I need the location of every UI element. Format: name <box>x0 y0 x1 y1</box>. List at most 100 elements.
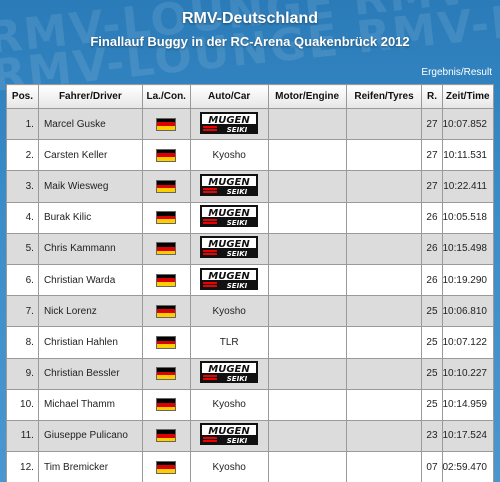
row-driver: Giuseppe Pulicano <box>37 419 143 453</box>
row-car: MUGEN SEIKI <box>189 419 269 453</box>
row-engine <box>267 419 347 453</box>
col-country: La./Con. <box>141 84 191 109</box>
page-header: RMV-Deutschland Finallauf Buggy in der R… <box>0 0 500 49</box>
row-pos: 11. <box>6 419 39 453</box>
row-time: 10:10.227 <box>441 357 494 390</box>
row-laps: 27 <box>421 139 443 172</box>
svg-text:SEIKI: SEIKI <box>227 282 248 290</box>
mugen-seiki-logo: MUGEN SEIKI <box>200 173 259 199</box>
germany-flag-icon <box>156 429 177 443</box>
row-car: Kyosho <box>189 388 269 421</box>
row-country <box>141 295 191 328</box>
row-driver: Tim Bremicker <box>37 451 143 482</box>
svg-text:SEIKI: SEIKI <box>227 375 248 383</box>
row-time: 10:11.531 <box>441 139 494 172</box>
col-car: Auto/Car <box>189 84 269 109</box>
row-engine <box>267 326 347 359</box>
row-laps: 23 <box>421 419 443 453</box>
row-engine <box>267 139 347 172</box>
col-driver: Fahrer/Driver <box>37 84 143 109</box>
col-laps: R. <box>421 84 443 109</box>
row-country <box>141 170 191 203</box>
row-tyres <box>345 326 423 359</box>
row-tyres <box>345 139 423 172</box>
row-engine <box>267 295 347 328</box>
row-driver: Maik Wiesweg <box>37 170 143 203</box>
table-row: 6. Christian Warda MUGEN SEIKI 26 10:19.290 <box>6 263 494 297</box>
germany-flag-icon <box>156 304 177 318</box>
row-car: Kyosho <box>189 295 269 328</box>
row-country <box>141 263 191 297</box>
mugen-seiki-logo: MUGEN SEIKI <box>200 423 259 448</box>
table-row: 1. Marcel Guske MUGEN SEIKI 27 10:07.852 <box>6 107 494 141</box>
germany-flag-icon <box>156 148 177 162</box>
row-laps: 25 <box>421 357 443 390</box>
row-pos: 9. <box>6 357 39 390</box>
row-country <box>141 388 191 421</box>
row-tyres <box>345 107 423 141</box>
row-pos: 5. <box>6 232 39 265</box>
svg-text:MUGEN: MUGEN <box>208 115 250 126</box>
row-driver: Chris Kammann <box>37 232 143 265</box>
row-engine <box>267 232 347 265</box>
table-row: 2. Carsten Keller Kyosho 27 10:11.531 <box>6 139 494 172</box>
svg-text:MUGEN: MUGEN <box>208 177 250 188</box>
table-row: 8. Christian Hahlen TLR 25 10:07.122 <box>6 326 494 359</box>
results-table: Pos. Fahrer/Driver La./Con. Auto/Car Mot… <box>6 84 494 482</box>
table-row: 7. Nick Lorenz Kyosho 25 10:06.810 <box>6 295 494 328</box>
row-pos: 8. <box>6 326 39 359</box>
row-laps: 26 <box>421 263 443 297</box>
row-tyres <box>345 388 423 421</box>
row-tyres <box>345 263 423 297</box>
row-laps: 26 <box>421 232 443 265</box>
germany-flag-icon <box>156 211 177 225</box>
row-engine <box>267 357 347 390</box>
row-pos: 6. <box>6 263 39 297</box>
germany-flag-icon <box>156 335 177 349</box>
table-row: 3. Maik Wiesweg MUGEN SEIKI 27 10:22.411 <box>6 170 494 203</box>
svg-text:MUGEN: MUGEN <box>208 239 250 250</box>
table-row: 5. Chris Kammann MUGEN SEIKI 26 10:15.498 <box>6 232 494 265</box>
row-laps: 27 <box>421 107 443 141</box>
table-row: 11. Giuseppe Pulicano MUGEN SEIKI 23 10:17.52… <box>6 419 494 453</box>
page-subtitle: Finallauf Buggy in der RC-Arena Quakenbr… <box>90 34 410 49</box>
col-time: Zeit/Time <box>441 84 494 109</box>
row-car: MUGEN SEIKI <box>189 357 269 390</box>
table-row: 9. Christian Bessler MUGEN SEIKI 25 10:10.227 <box>6 357 494 390</box>
col-pos: Pos. <box>6 84 39 109</box>
row-engine <box>267 388 347 421</box>
germany-flag-icon <box>156 273 177 287</box>
row-laps: 27 <box>421 170 443 203</box>
row-car: Kyosho <box>189 451 269 482</box>
row-pos: 1. <box>6 107 39 141</box>
row-country <box>141 139 191 172</box>
row-driver: Christian Warda <box>37 263 143 297</box>
row-car: MUGEN SEIKI <box>189 263 269 297</box>
germany-flag-icon <box>156 398 177 412</box>
row-tyres <box>345 295 423 328</box>
row-driver: Burak Kilic <box>37 201 143 234</box>
germany-flag-icon <box>156 367 177 381</box>
row-laps: 25 <box>421 388 443 421</box>
row-time: 10:15.498 <box>441 232 494 265</box>
col-engine: Motor/Engine <box>267 84 347 109</box>
row-country <box>141 419 191 453</box>
row-driver: Marcel Guske <box>37 107 143 141</box>
row-country <box>141 232 191 265</box>
row-country <box>141 357 191 390</box>
mugen-seiki-logo: MUGEN SEIKI <box>200 236 259 261</box>
row-car: MUGEN SEIKI <box>189 201 269 234</box>
result-label: Ergebnis/Result <box>421 67 492 78</box>
svg-text:MUGEN: MUGEN <box>208 271 250 282</box>
row-car: TLR <box>189 326 269 359</box>
svg-text:SEIKI: SEIKI <box>227 188 248 196</box>
row-pos: 7. <box>6 295 39 328</box>
row-car: MUGEN SEIKI <box>189 107 269 141</box>
svg-text:SEIKI: SEIKI <box>227 250 248 258</box>
row-driver: Carsten Keller <box>37 139 143 172</box>
row-engine <box>267 263 347 297</box>
col-tyres: Reifen/Tyres <box>345 84 423 109</box>
svg-text:SEIKI: SEIKI <box>227 219 248 227</box>
row-tyres <box>345 357 423 390</box>
row-time: 10:05.518 <box>441 201 494 234</box>
